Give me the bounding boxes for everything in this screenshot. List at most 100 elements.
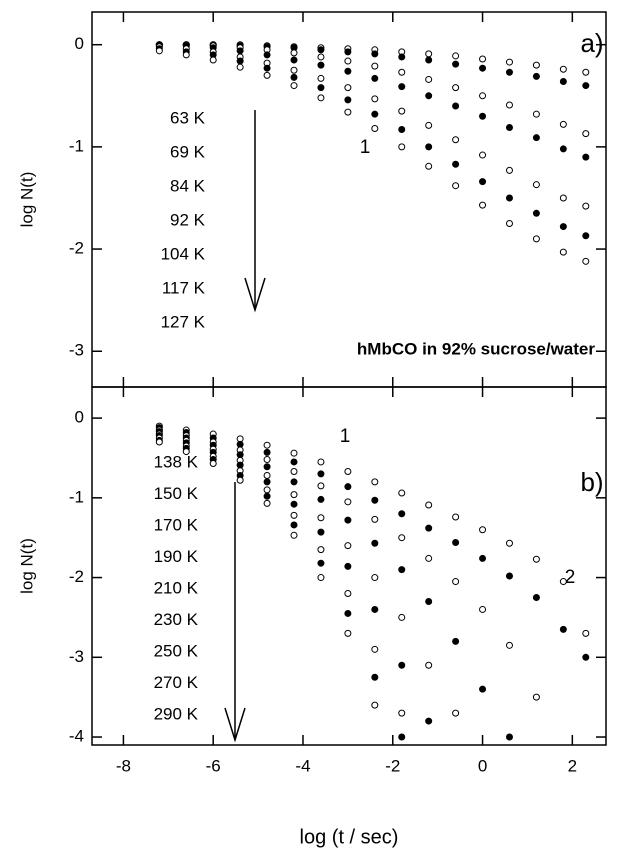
data-point [452, 84, 460, 92]
data-point [317, 574, 325, 582]
data-point [344, 468, 352, 476]
legend-label: 63 K [170, 108, 206, 127]
data-point [479, 92, 487, 100]
x-axis-label: log (t / sec) [300, 826, 399, 848]
data-point [344, 629, 352, 637]
data-point [371, 645, 379, 653]
data-point [317, 559, 325, 567]
data-point [290, 49, 298, 57]
data-point [317, 528, 325, 536]
data-point [532, 209, 540, 217]
data-point [371, 515, 379, 523]
data-point [582, 82, 590, 90]
data-point [425, 75, 433, 83]
data-point [479, 55, 487, 63]
data-point [290, 468, 298, 476]
data-point [344, 498, 352, 506]
legend-label: 92 K [170, 210, 206, 229]
data-point [532, 134, 540, 142]
legend-label: 230 K [154, 610, 199, 629]
x-tick-label: -8 [116, 756, 131, 775]
data-point [452, 182, 460, 190]
y-tick-label: 0 [75, 34, 84, 53]
data-point [398, 489, 406, 497]
data-point [505, 58, 513, 66]
annotation: 1 [340, 426, 351, 447]
arrow-head [224, 707, 246, 743]
data-point [317, 74, 325, 82]
data-point [263, 441, 271, 449]
data-point [398, 566, 406, 574]
data-point [371, 673, 379, 681]
y-tick-label: -3 [69, 341, 84, 360]
y-axis-label: log N(t) [17, 172, 36, 228]
data-point [317, 482, 325, 490]
data-point [532, 72, 540, 80]
data-point [263, 64, 271, 72]
data-point [532, 181, 540, 189]
data-point [398, 143, 406, 151]
data-point [452, 160, 460, 168]
data-point [317, 546, 325, 554]
data-point [532, 693, 540, 701]
y-tick-label: -2 [69, 239, 84, 258]
data-point [479, 201, 487, 209]
data-point [559, 77, 567, 85]
data-point [263, 499, 271, 507]
data-point [371, 50, 379, 58]
y-tick-label: -3 [69, 647, 84, 666]
data-point [425, 162, 433, 170]
data-point [452, 52, 460, 60]
data-point [505, 123, 513, 131]
data-point [344, 609, 352, 617]
data-point [532, 555, 540, 563]
x-tick-label: -2 [385, 756, 400, 775]
data-point [290, 449, 298, 457]
data-point [344, 96, 352, 104]
y-axis-label: log N(t) [17, 538, 36, 594]
data-point [182, 448, 190, 456]
data-point [559, 65, 567, 73]
data-point [236, 57, 244, 65]
data-point [532, 235, 540, 243]
data-point [317, 470, 325, 478]
data-point [559, 625, 567, 633]
data-point [317, 84, 325, 92]
arrow-head [244, 277, 266, 313]
data-point [398, 733, 406, 741]
data-point [425, 121, 433, 129]
data-point [479, 112, 487, 120]
data-point [371, 110, 379, 118]
data-point [182, 51, 190, 59]
data-point [344, 67, 352, 75]
data-point [505, 166, 513, 174]
data-point [317, 61, 325, 69]
data-point [582, 232, 590, 240]
legend-label: 127 K [161, 312, 206, 331]
data-point [452, 578, 460, 586]
data-point [582, 257, 590, 265]
data-point [371, 95, 379, 103]
legend-label: 150 K [154, 484, 199, 503]
data-point [582, 629, 590, 637]
x-tick-label: -6 [206, 756, 221, 775]
data-point [425, 661, 433, 669]
data-point [532, 110, 540, 118]
data-point [532, 61, 540, 69]
data-point [344, 542, 352, 550]
data-point [479, 685, 487, 693]
legend-label: 190 K [154, 547, 199, 566]
data-point [559, 223, 567, 231]
data-point [559, 145, 567, 153]
data-point [371, 574, 379, 582]
data-point [371, 62, 379, 70]
data-point [398, 510, 406, 518]
data-point [479, 526, 487, 534]
data-point [263, 448, 271, 456]
data-point [425, 92, 433, 100]
data-point [263, 71, 271, 79]
data-point [344, 590, 352, 598]
data-point [479, 151, 487, 159]
data-point [505, 101, 513, 109]
